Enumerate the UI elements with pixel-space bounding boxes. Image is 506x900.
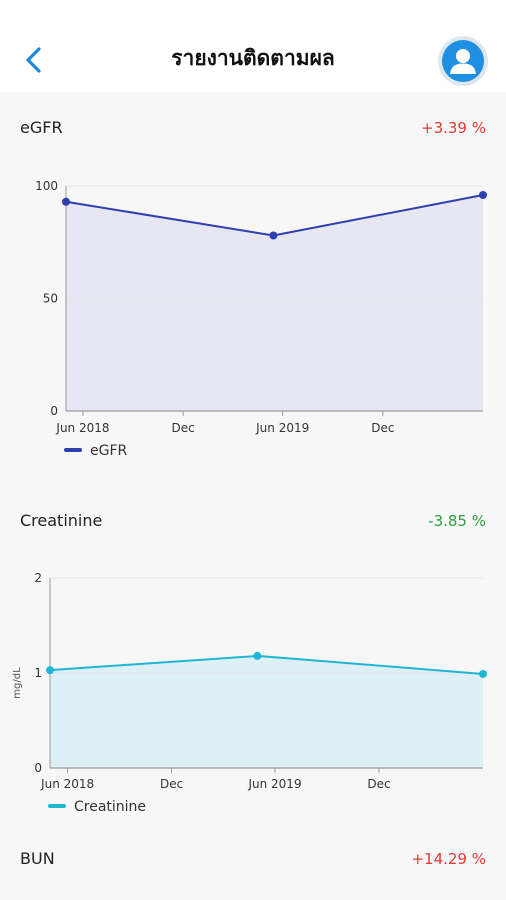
x-tick-label: Dec bbox=[367, 777, 390, 791]
x-tick-label: Dec bbox=[171, 421, 194, 435]
x-tick-label: Jun 2018 bbox=[55, 421, 109, 435]
page-title: รายงานติดตามผล bbox=[171, 46, 335, 70]
x-tick-label: Jun 2019 bbox=[255, 421, 309, 435]
y-tick-label: 1 bbox=[34, 666, 42, 680]
legend-label[interactable]: Creatinine bbox=[74, 799, 146, 815]
series-area bbox=[50, 655, 483, 768]
data-point[interactable] bbox=[479, 191, 487, 199]
x-tick-label: Jun 2018 bbox=[40, 777, 94, 791]
back-button[interactable] bbox=[18, 40, 50, 80]
y-tick-label: 0 bbox=[34, 761, 42, 775]
egfr-change-badge: +3.39 % bbox=[421, 119, 486, 137]
user-icon bbox=[442, 40, 484, 82]
data-point[interactable] bbox=[479, 669, 487, 678]
data-point[interactable] bbox=[62, 197, 70, 206]
section-title-creatinine: Creatinine bbox=[20, 511, 103, 530]
x-tick-label: Jun 2019 bbox=[247, 777, 301, 791]
y-tick-label: 0 bbox=[50, 404, 58, 418]
y-axis-label: mg/dL bbox=[12, 667, 23, 699]
chevron-left-icon bbox=[26, 47, 41, 73]
series-area bbox=[66, 195, 483, 411]
x-tick-label: Dec bbox=[371, 421, 394, 435]
section-title-egfr: eGFR bbox=[20, 118, 63, 137]
data-point[interactable] bbox=[253, 651, 262, 660]
egfr-chart: 0 50 100 Jun 2018 Dec Jun 2019 Dec eGFR bbox=[35, 179, 487, 459]
creatinine-chart: 0 1 2 mg/dL Jun 2018 Dec Jun 2019 Dec Creatinine bbox=[12, 571, 487, 815]
creatinine-change-badge: -3.85 % bbox=[428, 512, 486, 530]
y-tick-label: 100 bbox=[35, 179, 58, 193]
y-tick-label: 2 bbox=[34, 571, 42, 585]
section-title-bun: BUN bbox=[20, 849, 55, 868]
bun-change-badge: +14.29 % bbox=[411, 850, 486, 868]
data-point[interactable] bbox=[269, 231, 278, 240]
legend-label[interactable]: eGFR bbox=[90, 443, 128, 459]
profile-button[interactable] bbox=[438, 36, 488, 86]
x-tick-label: Dec bbox=[160, 777, 183, 791]
app-header: รายงานติดตามผล bbox=[0, 0, 506, 92]
y-tick-label: 50 bbox=[43, 292, 58, 306]
data-point[interactable] bbox=[46, 666, 54, 675]
